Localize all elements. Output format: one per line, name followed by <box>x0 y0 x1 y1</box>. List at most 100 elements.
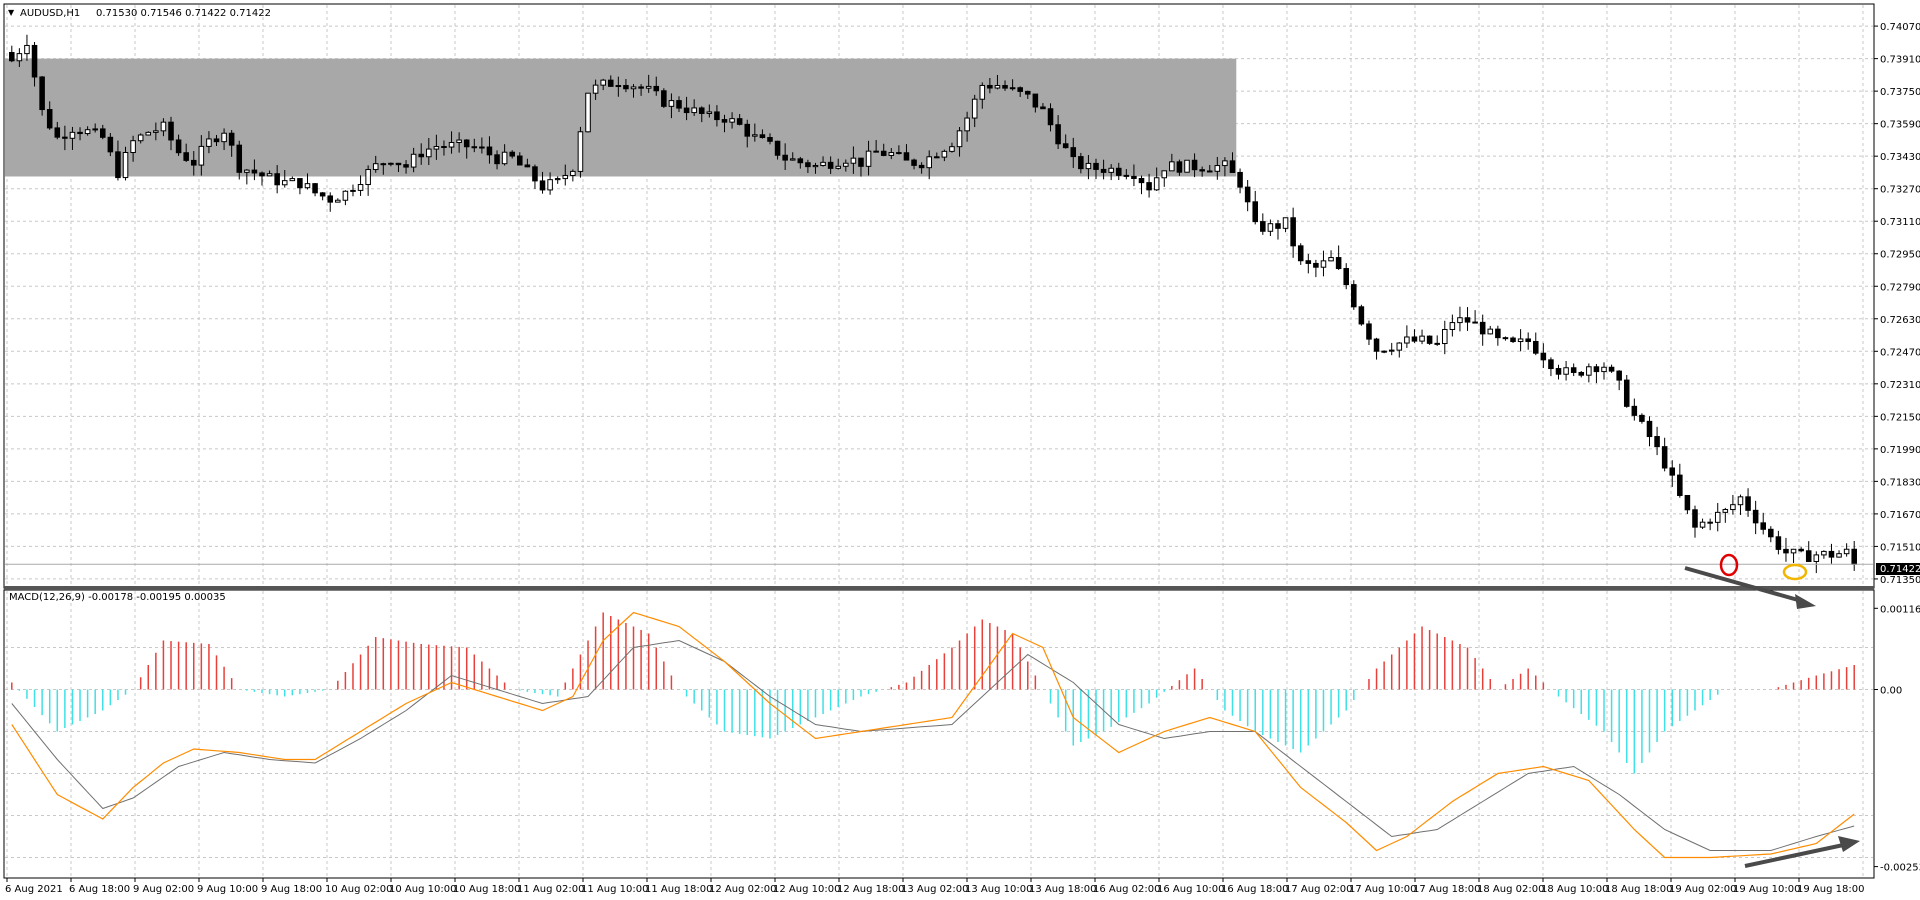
candle-body <box>1442 328 1448 345</box>
candle-body <box>274 173 280 186</box>
time-tick-label: 6 Aug 2021 <box>5 884 63 895</box>
candle-body <box>1032 93 1039 108</box>
macd-header-label: MACD(12,26,9) -0.00178 -0.00195 0.00035 <box>9 592 226 603</box>
candle-body <box>319 192 326 197</box>
candle-body <box>805 162 811 168</box>
candle-body <box>1055 124 1061 145</box>
candle <box>1487 325 1494 335</box>
candle-body <box>1381 350 1387 353</box>
candle <box>585 92 591 133</box>
candle-body <box>1472 321 1478 324</box>
candle <box>1335 245 1342 270</box>
candle <box>1290 207 1296 258</box>
candle <box>46 101 53 130</box>
candle <box>1062 134 1069 149</box>
candle-body <box>1244 186 1251 203</box>
candle <box>941 149 948 162</box>
candle <box>827 156 834 174</box>
candle <box>1555 364 1562 380</box>
candle <box>987 77 993 94</box>
candle-body <box>153 130 159 133</box>
candle <box>1229 152 1236 173</box>
price-tick-label: 0.73910 <box>1880 55 1920 66</box>
candle-body <box>1540 352 1547 361</box>
candle <box>1684 494 1691 514</box>
candle-body <box>1108 167 1114 173</box>
time-axis: 6 Aug 2021 6 Aug 18:00 9 Aug 02:00 9 Aug 10… <box>5 878 1864 895</box>
candle <box>1449 314 1456 337</box>
candle <box>1798 547 1804 553</box>
candle-body <box>835 165 841 169</box>
candle <box>16 48 23 67</box>
candle-body <box>1153 177 1160 191</box>
candle-body <box>865 150 872 167</box>
candle <box>426 138 432 166</box>
menu-triangle-icon[interactable]: ▼ <box>8 8 15 17</box>
candle-body <box>1502 337 1509 340</box>
candle-body <box>1169 161 1175 172</box>
candle-body <box>721 119 728 123</box>
candle <box>1381 350 1387 354</box>
candle-body <box>198 145 205 166</box>
red-circle-marker <box>1719 553 1739 577</box>
candle <box>1608 364 1615 373</box>
candle-body <box>1487 328 1494 335</box>
candle-body <box>448 142 455 148</box>
candle <box>463 139 470 159</box>
candle <box>1396 342 1403 358</box>
candle-body <box>971 98 978 119</box>
candle-body <box>213 138 220 143</box>
candle-body <box>1631 405 1638 416</box>
candle <box>198 135 205 176</box>
candle <box>1457 306 1463 332</box>
candle <box>539 171 546 194</box>
candle <box>1025 90 1031 99</box>
candle <box>1828 543 1835 564</box>
candle <box>1267 219 1274 237</box>
candle-body <box>562 174 569 180</box>
candle <box>1517 329 1524 352</box>
candle <box>638 84 644 96</box>
candle-body <box>1775 536 1782 550</box>
candle-body <box>1396 342 1403 351</box>
candle-body <box>259 172 265 177</box>
candle-body <box>456 139 462 144</box>
candle-body <box>1563 367 1569 375</box>
candle <box>479 137 485 154</box>
candle <box>949 142 955 153</box>
candle <box>1426 335 1433 345</box>
candle <box>228 129 235 157</box>
candle-body <box>607 79 614 87</box>
candle <box>1411 329 1418 343</box>
candle <box>896 145 902 155</box>
candle <box>357 175 364 196</box>
candle-body <box>1335 257 1342 270</box>
candle-body <box>350 189 356 192</box>
macd-main-line <box>11 611 1855 859</box>
time-tick-label: 11 Aug 18:00 <box>645 884 712 895</box>
candle-body <box>934 156 940 159</box>
candle-body <box>554 178 561 181</box>
candle <box>532 164 538 189</box>
candle-body <box>1070 147 1077 158</box>
candle <box>934 152 940 159</box>
candle <box>274 165 280 194</box>
candle <box>1442 320 1448 355</box>
candle-body <box>16 53 23 62</box>
candle <box>1260 213 1266 235</box>
candle-body <box>1025 90 1031 95</box>
candle <box>175 134 182 156</box>
time-tick-label: 16 Aug 10:00 <box>1157 884 1224 895</box>
candle <box>456 132 462 153</box>
candle-body <box>1616 370 1622 381</box>
price-tick-label: 0.72470 <box>1880 347 1920 358</box>
candle <box>62 125 68 151</box>
candle-body <box>1760 522 1766 530</box>
candle <box>319 192 326 201</box>
candle-body <box>1366 323 1372 340</box>
candle-body <box>1214 165 1221 172</box>
candle <box>1078 152 1084 174</box>
candle <box>1275 219 1281 240</box>
candle-body <box>107 136 114 153</box>
